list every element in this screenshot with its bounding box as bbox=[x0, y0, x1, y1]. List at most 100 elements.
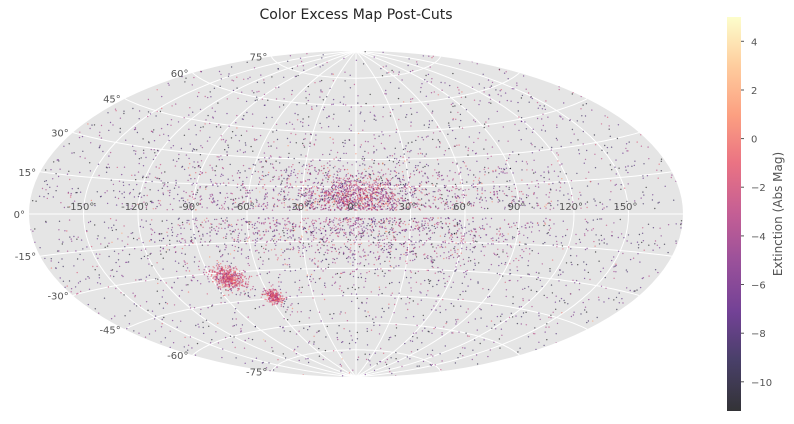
star-point bbox=[424, 253, 426, 255]
star-point bbox=[455, 185, 457, 187]
star-point bbox=[524, 243, 526, 245]
star-point bbox=[168, 194, 171, 197]
star-point bbox=[371, 159, 373, 161]
star-point bbox=[241, 91, 243, 93]
star-point bbox=[526, 237, 529, 239]
star-point bbox=[357, 190, 360, 193]
star-point bbox=[199, 186, 201, 188]
star-point bbox=[294, 348, 296, 351]
star-point bbox=[244, 170, 246, 172]
star-point bbox=[403, 220, 406, 223]
star-point bbox=[411, 204, 413, 206]
star-point bbox=[499, 347, 501, 349]
star-point bbox=[482, 246, 484, 248]
star-point bbox=[224, 243, 226, 245]
star-point bbox=[388, 159, 391, 162]
star-point bbox=[249, 207, 251, 210]
star-point bbox=[294, 174, 297, 176]
star-point bbox=[398, 231, 400, 234]
star-point bbox=[337, 125, 340, 128]
star-point bbox=[478, 132, 481, 134]
star-point bbox=[493, 252, 495, 254]
star-point bbox=[145, 156, 147, 159]
star-point bbox=[196, 149, 198, 151]
star-point bbox=[363, 226, 365, 228]
star-point bbox=[433, 250, 436, 252]
star-point bbox=[344, 139, 346, 142]
star-point bbox=[312, 239, 315, 241]
star-point bbox=[399, 258, 401, 260]
star-point bbox=[591, 229, 593, 231]
star-point bbox=[483, 228, 485, 230]
star-point bbox=[263, 79, 265, 81]
star-point bbox=[506, 239, 508, 241]
star-point bbox=[205, 119, 207, 121]
star-point bbox=[305, 222, 308, 224]
star-point bbox=[212, 116, 214, 118]
star-point bbox=[341, 290, 343, 292]
star-point bbox=[584, 218, 586, 220]
star-point bbox=[462, 243, 464, 245]
star-point bbox=[252, 206, 254, 208]
star-point bbox=[491, 304, 493, 307]
star-point bbox=[531, 97, 533, 100]
star-point bbox=[435, 206, 437, 209]
star-point bbox=[347, 196, 350, 198]
star-point bbox=[227, 144, 229, 146]
star-point bbox=[395, 351, 397, 354]
star-point bbox=[438, 175, 441, 178]
star-point bbox=[657, 271, 659, 274]
star-point bbox=[506, 252, 508, 254]
star-point bbox=[556, 126, 558, 129]
star-point bbox=[344, 181, 347, 184]
star-point bbox=[207, 96, 209, 99]
star-point bbox=[473, 174, 475, 176]
star-point bbox=[393, 153, 396, 155]
star-point bbox=[549, 227, 552, 229]
star-point bbox=[286, 264, 288, 266]
star-point bbox=[500, 171, 502, 173]
star-point bbox=[498, 140, 500, 142]
star-point bbox=[206, 232, 208, 235]
star-point bbox=[458, 255, 460, 257]
star-point bbox=[94, 224, 96, 226]
star-point bbox=[209, 179, 212, 181]
star-point bbox=[577, 264, 579, 266]
star-point bbox=[642, 191, 644, 193]
star-point bbox=[549, 219, 551, 221]
star-point bbox=[366, 272, 368, 274]
star-point bbox=[483, 339, 485, 341]
star-point bbox=[424, 327, 426, 329]
star-point bbox=[406, 249, 408, 251]
star-point bbox=[600, 123, 603, 125]
star-point bbox=[234, 198, 237, 200]
star-point bbox=[428, 227, 430, 229]
star-point bbox=[529, 248, 531, 250]
star-point bbox=[642, 177, 644, 179]
star-point bbox=[437, 172, 439, 174]
star-point bbox=[326, 194, 328, 197]
star-point bbox=[316, 189, 319, 192]
star-point bbox=[365, 259, 367, 261]
star-point bbox=[424, 279, 426, 282]
star-point bbox=[447, 217, 449, 219]
star-point bbox=[283, 227, 285, 229]
star-point bbox=[538, 149, 541, 151]
star-point bbox=[390, 250, 392, 253]
star-point bbox=[350, 192, 352, 194]
star-point bbox=[227, 75, 230, 78]
star-point bbox=[605, 224, 608, 226]
star-point bbox=[553, 170, 556, 172]
star-point bbox=[615, 296, 618, 299]
star-point bbox=[138, 118, 140, 120]
star-point bbox=[502, 126, 504, 128]
star-point bbox=[99, 131, 101, 133]
star-point bbox=[305, 168, 307, 170]
star-point bbox=[325, 195, 327, 198]
star-point bbox=[295, 353, 298, 355]
star-point bbox=[445, 257, 448, 259]
star-point bbox=[487, 157, 489, 160]
star-point bbox=[216, 156, 218, 158]
star-point bbox=[362, 248, 365, 251]
star-point bbox=[462, 189, 464, 192]
